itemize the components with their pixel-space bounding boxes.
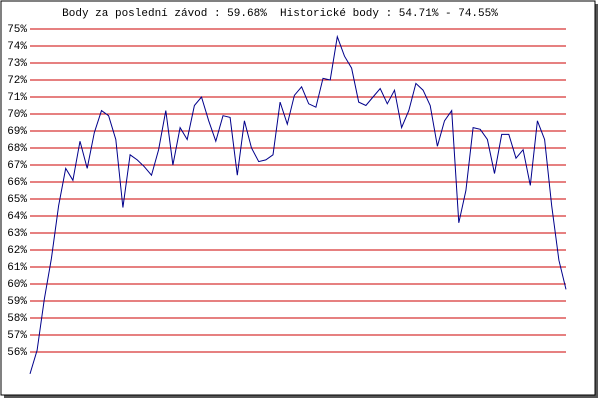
y-tick-label: 66% [7, 177, 27, 189]
y-tick-label: 61% [7, 262, 27, 274]
y-tick-label: 58% [7, 313, 27, 325]
y-tick-label: 65% [7, 194, 27, 206]
y-tick-label: 72% [7, 75, 27, 87]
y-tick-label: 75% [7, 24, 27, 36]
y-tick-label: 63% [7, 228, 27, 240]
data-line [29, 34, 567, 375]
y-tick-label: 62% [7, 245, 27, 257]
y-tick-label: 71% [7, 92, 27, 104]
y-tick-label: 64% [7, 211, 27, 223]
y-tick-label: 56% [7, 347, 27, 359]
y-tick-label: 67% [7, 160, 27, 172]
y-tick-label: 60% [7, 279, 27, 291]
y-tick-label: 59% [7, 296, 27, 308]
y-tick-label: 73% [7, 58, 27, 70]
y-tick-label: 57% [7, 330, 27, 342]
y-tick-label: 69% [7, 126, 27, 138]
y-tick-label: 70% [7, 109, 27, 121]
chart-title: Body za poslední závod : 59.68% Historic… [62, 8, 498, 20]
y-tick-label: 74% [7, 41, 27, 53]
y-tick-label: 68% [7, 143, 27, 155]
